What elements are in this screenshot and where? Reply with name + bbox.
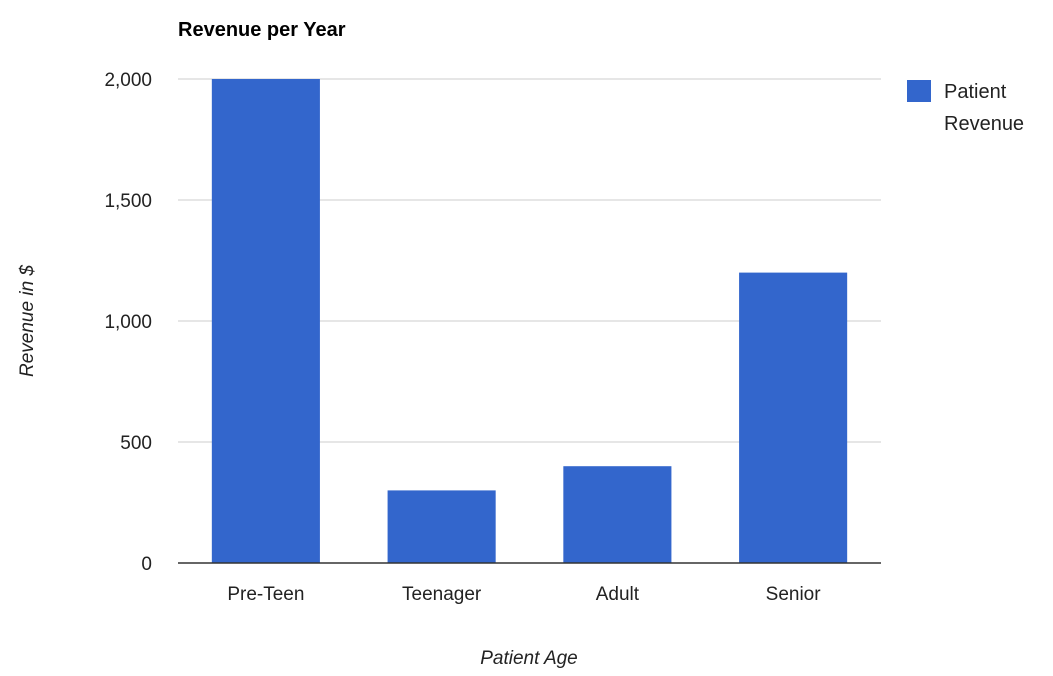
y-tick-label: 1,000 — [104, 312, 152, 333]
x-tick-labels: Pre-Teen Teenager Adult Senior — [227, 584, 821, 605]
bars — [211, 79, 848, 563]
bar-senior[interactable] — [739, 272, 848, 563]
x-axis-title: Patient Age — [480, 648, 578, 669]
x-tick-label: Pre-Teen — [227, 584, 304, 605]
y-tick-label: 1,500 — [104, 191, 152, 212]
y-tick-label: 500 — [120, 433, 152, 454]
y-axis-title: Revenue in $ — [17, 265, 38, 377]
y-tick-label: 2,000 — [104, 70, 152, 91]
bar-adult[interactable] — [563, 466, 672, 563]
x-tick-label: Adult — [596, 584, 640, 605]
bar-pre-teen[interactable] — [211, 79, 320, 563]
legend-swatch — [907, 80, 931, 102]
legend-label-line-1: Patient — [944, 81, 1007, 103]
legend-label-line-2: Revenue — [944, 113, 1024, 135]
bar-teenager[interactable] — [387, 490, 496, 563]
x-tick-label: Teenager — [402, 584, 482, 605]
y-tick-label: 0 — [141, 554, 152, 575]
chart-title: Revenue per Year — [178, 19, 346, 41]
y-tick-labels: 0 500 1,000 1,500 2,000 — [104, 70, 152, 575]
legend: Patient Revenue — [907, 80, 1024, 135]
x-tick-label: Senior — [766, 584, 822, 605]
